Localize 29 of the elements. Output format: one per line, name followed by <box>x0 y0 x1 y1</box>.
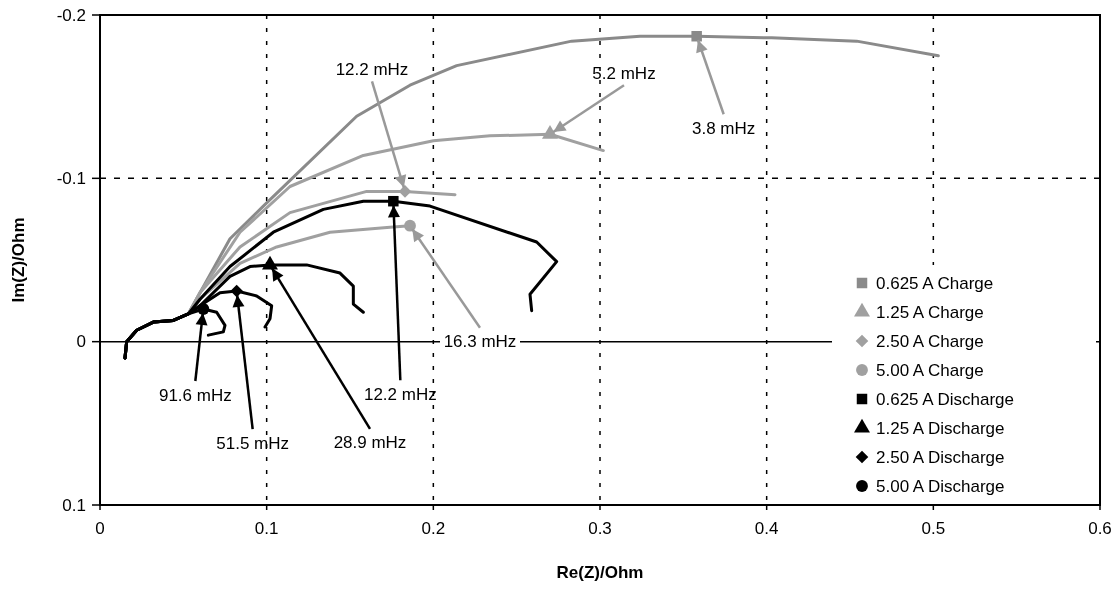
legend-label: 5.00 A Charge <box>876 360 984 380</box>
legend-label: 2.50 A Discharge <box>876 447 1005 467</box>
legend-label: 1.25 A Charge <box>876 302 984 322</box>
y-tick-label: -0.2 <box>56 5 86 25</box>
annotation: 12.2 mHz <box>363 384 437 404</box>
annotation: 16.3 mHz <box>443 332 517 352</box>
y-tick-label: -0.1 <box>56 168 86 188</box>
annotation: 5.2 mHz <box>592 63 656 83</box>
x-tick-label: 0.3 <box>588 519 612 538</box>
x-tick-label: 0.1 <box>254 519 279 538</box>
x-tick-label: 0.2 <box>421 519 446 538</box>
annotation: 28.9 mHz <box>333 433 407 453</box>
x-tick-label: 0 <box>95 519 105 538</box>
annotation: 51.5 mHz <box>216 433 290 453</box>
legend-label: 0.625 A Discharge <box>876 389 1014 409</box>
y-axis-title: Im(Z)/Ohm <box>9 217 28 303</box>
legend-label: 1.25 A Discharge <box>876 418 1005 438</box>
annotation: 12.2 mHz <box>335 59 409 79</box>
x-axis-title: Re(Z)/Ohm <box>556 563 644 582</box>
annotation: 91.6 mHz <box>158 385 232 405</box>
annotation: 3.8 mHz <box>692 118 756 138</box>
y-tick-label: 0 <box>76 332 86 352</box>
legend-label: 2.50 A Charge <box>876 331 984 351</box>
legend-label: 5.00 A Discharge <box>876 476 1005 496</box>
legend-label: 0.625 A Charge <box>876 273 994 293</box>
y-tick-label: 0.1 <box>62 495 86 515</box>
x-tick-label: 0.5 <box>921 519 946 538</box>
x-tick-label: 0.4 <box>754 519 779 538</box>
x-tick-label: 0.6 <box>1088 519 1112 538</box>
